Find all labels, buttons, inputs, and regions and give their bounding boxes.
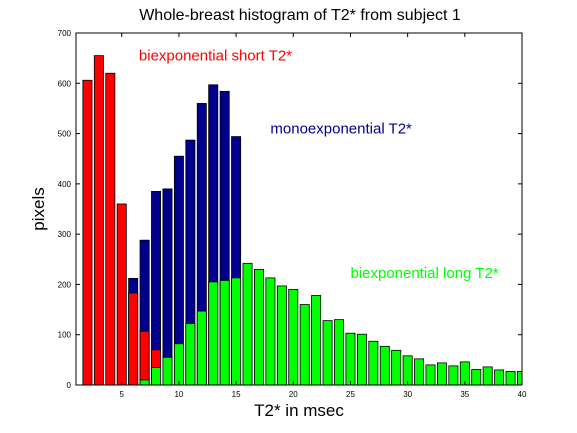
bar-series-2-x-30: [402, 355, 413, 386]
bar-series-2-x-36: [471, 369, 482, 386]
x-tick-label-25: 25: [346, 390, 355, 399]
chart-title: Whole-breast histogram of T2* from subje…: [139, 7, 461, 24]
y-tick-label-300: 300: [58, 230, 72, 239]
bar-series-2-x-40: [517, 371, 523, 386]
x-tick-label-10: 10: [174, 390, 183, 399]
bar-series-2-x-7: [139, 379, 150, 386]
y-tick-label-200: 200: [58, 280, 72, 289]
bar-series-2-x-14: [219, 280, 230, 386]
bar-series-2-x-34: [448, 365, 459, 386]
bar-series-2-x-11: [185, 323, 196, 386]
bar-series-2-x-23: [322, 320, 333, 386]
annotation-0: biexponential short T2*: [139, 48, 292, 65]
bar-series-2-x-25: [345, 332, 356, 386]
bar-series-2-x-38: [494, 369, 505, 386]
bar-series-2-x-31: [414, 358, 425, 386]
bar-series-2-x-19: [276, 285, 287, 386]
y-tick-label-0: 0: [67, 381, 72, 390]
bar-series-2-x-8: [151, 366, 162, 386]
bar-series-1-x-7: [139, 330, 150, 386]
bar-series-2-x-22: [311, 295, 322, 386]
x-tick-label-35: 35: [460, 390, 469, 399]
annotation-1: monoexponential T2*: [270, 121, 412, 138]
bar-series-2-x-12: [196, 310, 207, 386]
bar-series-1-x-4: [105, 72, 116, 386]
bar-series-2-x-29: [391, 349, 402, 386]
x-tick-label-30: 30: [403, 390, 412, 399]
bar-series-2-x-10: [173, 343, 184, 386]
x-tick-label-40: 40: [518, 390, 527, 399]
bar-series-2-x-20: [288, 289, 299, 386]
x-axis-title: T2* in msec: [254, 401, 344, 420]
bar-series-2-x-9: [162, 356, 173, 386]
bar-series-1-x-3: [93, 55, 104, 386]
bar-series-2-x-39: [505, 371, 516, 386]
bars-layer: [82, 55, 523, 386]
bar-series-2-x-15: [231, 277, 242, 386]
bar-series-2-x-33: [436, 362, 447, 386]
plot-frame: [75, 32, 523, 386]
bar-series-2-x-17: [253, 268, 264, 386]
bar-series-1-x-2: [82, 79, 93, 386]
bar-series-2-x-26: [356, 333, 367, 386]
y-tick-label-100: 100: [58, 331, 72, 340]
y-tick-label-700: 700: [58, 29, 72, 38]
bar-series-2-x-37: [482, 366, 493, 386]
x-tick-label-5: 5: [120, 390, 125, 399]
bar-series-2-x-21: [299, 304, 310, 386]
bar-series-2-x-13: [208, 281, 219, 386]
y-tick-label-500: 500: [58, 130, 72, 139]
y-tick-label-600: 600: [58, 79, 72, 88]
bar-series-2-x-24: [334, 319, 345, 386]
y-tick-label-400: 400: [58, 180, 72, 189]
bar-series-2-x-16: [242, 262, 253, 386]
annotation-2: biexponential long T2*: [350, 265, 498, 282]
bar-series-2-x-27: [368, 340, 379, 386]
bar-series-1-x-5: [116, 203, 127, 386]
annotations-layer: biexponential short T2* monoexponential T…: [139, 48, 499, 282]
bar-series-1-x-6: [128, 292, 139, 386]
y-axis-title: pixels: [29, 187, 48, 230]
bar-series-2-x-18: [265, 277, 276, 386]
bar-series-0-x-9: [162, 188, 173, 386]
bar-series-2-x-28: [379, 345, 390, 386]
x-tick-label-20: 20: [289, 390, 298, 399]
bar-series-2-x-32: [425, 364, 436, 386]
x-tick-label-15: 15: [232, 390, 241, 399]
